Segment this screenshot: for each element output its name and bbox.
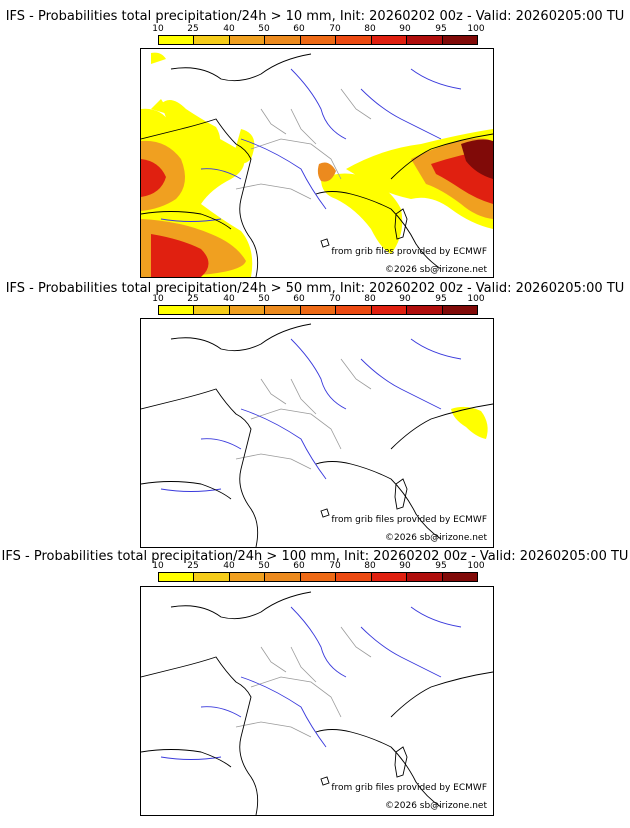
scale-tick-label: 50 [258, 294, 270, 304]
scale-tick-label: 50 [258, 24, 270, 34]
panel-50mm: IFS - Probabilities total precipitation/… [0, 276, 630, 548]
scale-tick-label: 25 [187, 24, 199, 34]
scale-tick-label: 40 [223, 24, 235, 34]
color-scale-labels: 10 25 40 50 60 70 80 90 95 100 [152, 294, 484, 304]
scale-tick-label: 90 [399, 24, 411, 34]
color-scale-labels: 10 25 40 50 60 70 80 90 95 100 [152, 561, 484, 571]
scale-tick-label: 100 [467, 24, 485, 34]
map-svg [141, 52, 493, 277]
scale-swatch [371, 306, 408, 314]
precip-map: from grib files provided by ECMWF ©2026 … [140, 48, 494, 278]
scale-tick-label: 95 [435, 561, 447, 571]
scale-swatch [159, 573, 195, 581]
map-coastlines [141, 323, 493, 547]
color-scale-bar [158, 305, 478, 315]
scale-tick-label: 100 [467, 294, 485, 304]
scale-tick-label: 60 [293, 561, 305, 571]
scale-swatch [442, 573, 477, 581]
map-rivers [160, 606, 462, 760]
color-scale-bar [158, 572, 478, 582]
scale-swatch [336, 573, 372, 581]
scale-swatch [265, 573, 301, 581]
scale-swatch [442, 36, 477, 44]
scale-tick-label: 10 [152, 294, 164, 304]
scale-swatch [371, 573, 408, 581]
scale-tick-label: 25 [187, 561, 199, 571]
scale-swatch [229, 36, 266, 44]
scale-tick-label: 50 [258, 561, 270, 571]
panel-100mm: IFS - Probabilities total precipitation/… [0, 546, 630, 828]
scale-tick-label: 80 [364, 294, 376, 304]
precip-map: from grib files provided by ECMWF ©2026 … [140, 586, 494, 816]
map-borders [235, 358, 372, 470]
credit-source: from grib files provided by ECMWF [331, 783, 487, 793]
scale-swatch [407, 573, 443, 581]
scale-swatch [194, 573, 230, 581]
map-rivers [160, 338, 462, 492]
map-svg [141, 591, 493, 815]
scale-tick-label: 25 [187, 294, 199, 304]
map-coastlines [141, 53, 493, 277]
scale-tick-label: 60 [293, 294, 305, 304]
scale-swatch [229, 306, 266, 314]
panel-title: IFS - Probabilities total precipitation/… [5, 9, 625, 24]
panel-title: IFS - Probabilities total precipitation/… [1, 549, 629, 564]
credit-source: from grib files provided by ECMWF [331, 247, 487, 257]
scale-tick-label: 40 [223, 561, 235, 571]
scale-swatch [407, 306, 443, 314]
precip-areas [451, 406, 488, 439]
scale-swatch [407, 36, 443, 44]
precip-areas [141, 52, 493, 277]
scale-tick-label: 10 [152, 24, 164, 34]
scale-tick-label: 95 [435, 24, 447, 34]
credit-copyright: ©2026 sb@irizone.net [385, 801, 487, 811]
panel-title: IFS - Probabilities total precipitation/… [5, 281, 625, 296]
scale-tick-label: 95 [435, 294, 447, 304]
scale-swatch [442, 306, 477, 314]
scale-tick-label: 100 [467, 561, 485, 571]
panel-10mm: IFS - Probabilities total precipitation/… [0, 0, 630, 278]
scale-tick-label: 70 [329, 294, 341, 304]
scale-tick-label: 90 [399, 294, 411, 304]
map-coastlines [141, 591, 493, 815]
scale-swatch [194, 306, 230, 314]
map-svg [141, 323, 493, 547]
scale-tick-label: 80 [364, 561, 376, 571]
scale-swatch [265, 36, 301, 44]
color-scale-labels: 10 25 40 50 60 70 80 90 95 100 [152, 24, 484, 34]
scale-swatch [159, 36, 195, 44]
scale-tick-label: 90 [399, 561, 411, 571]
credit-copyright: ©2026 sb@irizone.net [385, 533, 487, 543]
credit-copyright: ©2026 sb@irizone.net [385, 265, 487, 275]
scale-swatch [336, 36, 372, 44]
scale-swatch [229, 573, 266, 581]
scale-tick-label: 70 [329, 561, 341, 571]
map-borders [235, 88, 372, 200]
color-scale-bar [158, 35, 478, 45]
precip-map: from grib files provided by ECMWF ©2026 … [140, 318, 494, 548]
scale-swatch [300, 573, 337, 581]
scale-tick-label: 10 [152, 561, 164, 571]
scale-tick-label: 70 [329, 24, 341, 34]
scale-swatch [159, 306, 195, 314]
scale-swatch [265, 306, 301, 314]
scale-tick-label: 80 [364, 24, 376, 34]
credit-source: from grib files provided by ECMWF [331, 515, 487, 525]
scale-swatch [371, 36, 408, 44]
scale-swatch [336, 306, 372, 314]
scale-tick-label: 60 [293, 24, 305, 34]
scale-tick-label: 40 [223, 294, 235, 304]
map-rivers [160, 68, 462, 222]
map-borders [235, 626, 372, 738]
scale-swatch [300, 36, 337, 44]
scale-swatch [300, 306, 337, 314]
scale-swatch [194, 36, 230, 44]
